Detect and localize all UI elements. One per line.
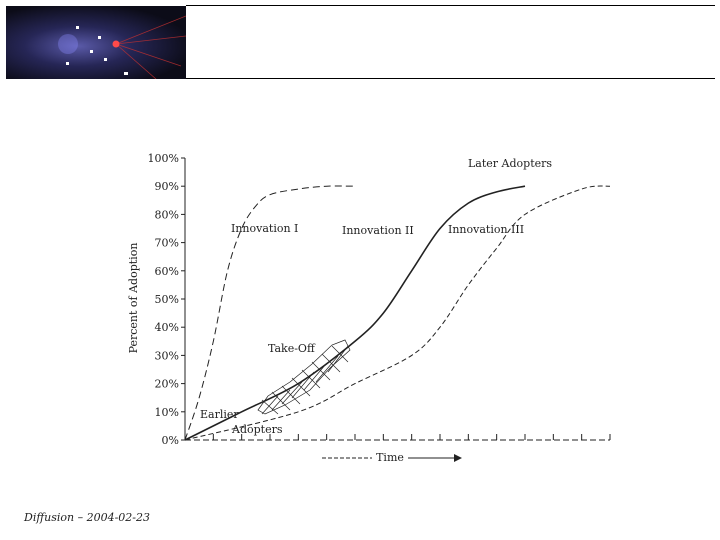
y-tick-label: 10% xyxy=(155,406,179,419)
y-tick-label: 0% xyxy=(162,434,179,447)
series-label-innovation-1: Innovation I xyxy=(231,222,298,235)
series-line-innovation-3 xyxy=(184,185,611,441)
footer-caption: Diffusion – 2004-02-23 xyxy=(24,511,151,524)
series-label-innovation-3: Innovation III xyxy=(448,223,524,236)
y-tick-label: 60% xyxy=(155,265,179,278)
banner-image xyxy=(6,6,186,79)
header-rule-top xyxy=(186,5,715,6)
series-line-innovation-2 xyxy=(184,185,526,441)
header-rule-bottom xyxy=(186,78,715,79)
x-axis-title-group: Time xyxy=(322,451,462,464)
y-tick-label: 100% xyxy=(148,152,179,165)
y-tick-label: 80% xyxy=(155,208,179,221)
y-tick-label: 40% xyxy=(155,321,179,334)
y-axis-title: Percent of Adoption xyxy=(127,243,140,354)
y-tick-label: 20% xyxy=(155,378,179,391)
y-tick-label: 70% xyxy=(155,237,179,250)
annotation-later-adopters: Later Adopters xyxy=(468,157,552,170)
series-label-innovation-2: Innovation II xyxy=(342,224,414,237)
y-tick-label: 50% xyxy=(155,293,179,306)
annotation-earlier: Earlier xyxy=(200,408,239,421)
annotation-take-off: Take-Off xyxy=(268,342,316,355)
y-tick-label: 90% xyxy=(155,180,179,193)
take-off-hatch xyxy=(257,339,351,415)
annotation-adopters: Adopters xyxy=(231,423,283,436)
x-axis-title: Time xyxy=(376,451,404,464)
series-line-innovation-1 xyxy=(184,185,356,441)
y-tick-label: 30% xyxy=(155,349,179,362)
